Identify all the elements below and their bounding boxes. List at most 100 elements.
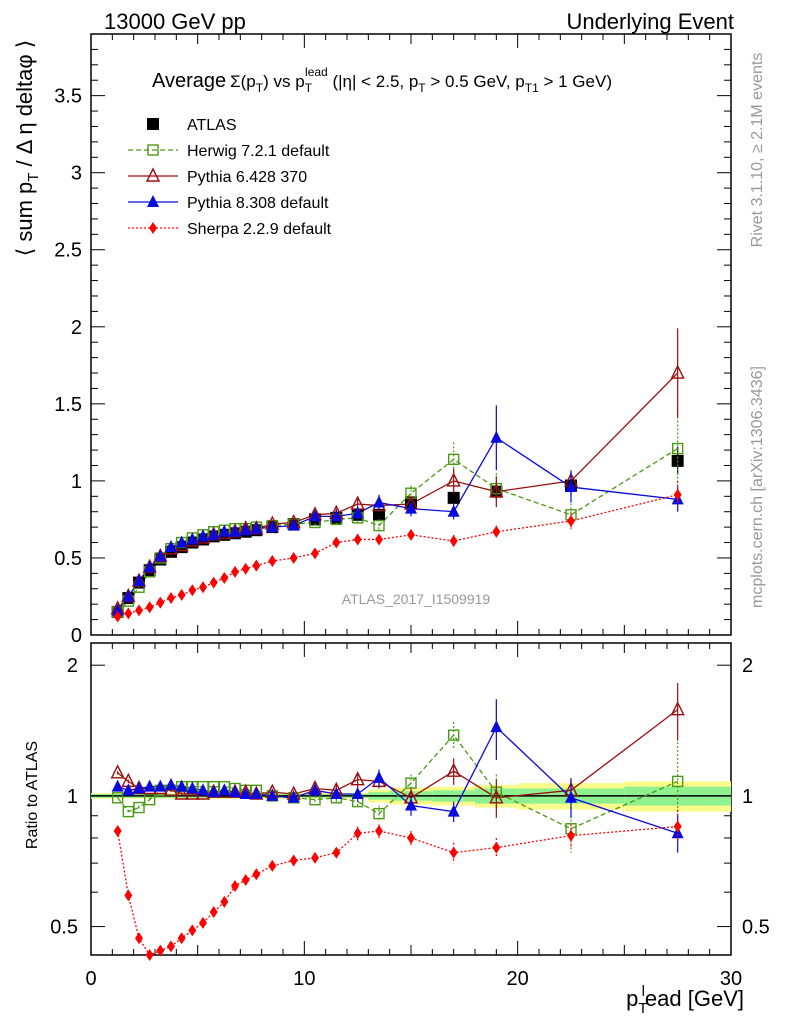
y-tick-label: 2.5 bbox=[54, 240, 82, 262]
x-axis-label: pTlead [GeV] bbox=[626, 983, 744, 1017]
data-point bbox=[149, 222, 157, 234]
legend: ATLAS Herwig 7.2.1 default Pythia 6.428 37… bbox=[128, 117, 332, 238]
data-point bbox=[330, 509, 343, 522]
data-point bbox=[133, 781, 145, 794]
y-tick-label: 1.5 bbox=[54, 394, 82, 416]
title-vs-sub: T bbox=[305, 81, 313, 95]
data-point bbox=[446, 762, 461, 777]
data-point bbox=[373, 508, 385, 521]
data-point bbox=[220, 895, 229, 908]
data-point bbox=[565, 480, 577, 493]
data-point bbox=[165, 777, 177, 790]
data-point bbox=[671, 775, 684, 788]
title-vs: vs p bbox=[269, 72, 305, 91]
analysis-id: ATLAS_2017_I1509919 bbox=[342, 591, 491, 607]
data-point bbox=[309, 783, 321, 796]
data-point bbox=[156, 596, 165, 609]
series-line bbox=[117, 726, 678, 834]
data-point bbox=[447, 453, 460, 466]
series-pythia-6-428-370 bbox=[110, 328, 685, 615]
data-point bbox=[311, 851, 319, 864]
data-point bbox=[154, 549, 167, 562]
data-point bbox=[449, 534, 458, 547]
y-tick-label: 3 bbox=[71, 163, 82, 185]
data-point bbox=[490, 720, 503, 733]
legend-label: Pythia 8.308 default bbox=[187, 195, 329, 212]
x-tick-label: 0 bbox=[85, 968, 96, 990]
data-point bbox=[241, 874, 250, 887]
data-point bbox=[289, 551, 298, 564]
xlabel-a-sup: l bbox=[642, 983, 645, 1000]
data-point bbox=[449, 846, 458, 859]
data-point bbox=[268, 555, 277, 568]
data-point bbox=[110, 764, 125, 779]
data-point bbox=[154, 779, 167, 792]
data-point bbox=[309, 509, 321, 522]
y-tick-label: 0 bbox=[71, 625, 82, 647]
data-point bbox=[266, 788, 279, 801]
title-sigma-close: ) bbox=[263, 72, 269, 91]
data-point bbox=[177, 932, 186, 945]
y-tick-label-right: 0.5 bbox=[742, 917, 770, 939]
data-point bbox=[199, 916, 207, 929]
main-title: Average Σ(pT) vs pTlead (|η| < 2.5, pT > … bbox=[152, 65, 612, 95]
y-tick-label: 0.5 bbox=[54, 548, 82, 570]
series-line bbox=[117, 372, 679, 610]
data-point bbox=[133, 574, 145, 587]
data-point bbox=[186, 781, 199, 794]
data-point bbox=[124, 607, 133, 620]
data-point bbox=[287, 790, 300, 803]
mcplots-label: mcplots.cern.ch [arXiv:1306.3436] bbox=[749, 366, 766, 608]
xlabel-b: ead [GeV] bbox=[645, 986, 744, 1011]
data-point bbox=[446, 472, 461, 487]
legend-label: Herwig 7.2.1 default bbox=[187, 143, 330, 160]
data-point bbox=[135, 604, 143, 617]
data-point bbox=[239, 787, 252, 800]
y-tick-label: 1 bbox=[71, 471, 82, 493]
data-point bbox=[188, 924, 197, 937]
data-point bbox=[147, 118, 159, 130]
data-point bbox=[670, 701, 685, 716]
data-point bbox=[220, 571, 229, 584]
ratio-y-axis-label: Ratio to ATLAS bbox=[24, 741, 41, 849]
data-point bbox=[231, 880, 239, 893]
title-cuts1-sub: T bbox=[418, 81, 426, 95]
data-point bbox=[405, 777, 417, 789]
data-point bbox=[122, 783, 135, 796]
data-point bbox=[207, 785, 220, 798]
y-tick-label-left: 2 bbox=[67, 655, 78, 677]
legend-entry: Sherpa 2.2.9 default bbox=[128, 221, 332, 238]
data-point bbox=[405, 501, 417, 514]
data-point bbox=[375, 533, 383, 546]
legend-entry: Pythia 6.428 370 bbox=[128, 167, 307, 186]
data-point bbox=[229, 524, 241, 537]
data-point bbox=[332, 536, 341, 549]
ylabel-a-sub: T bbox=[25, 173, 42, 182]
data-point bbox=[373, 519, 385, 532]
data-point bbox=[330, 787, 343, 800]
data-point bbox=[218, 783, 231, 796]
data-point bbox=[147, 195, 159, 207]
data-point bbox=[111, 779, 124, 792]
y-tick-label-right: 1 bbox=[742, 786, 753, 808]
series-pythia-8-308-default bbox=[111, 405, 684, 616]
ylabel-a: ⟨ sum p bbox=[12, 182, 37, 257]
x-tick-label: 30 bbox=[720, 968, 742, 990]
data-point bbox=[241, 562, 250, 575]
data-point bbox=[673, 488, 682, 501]
title-cuts2: > 0.5 GeV, p bbox=[426, 72, 525, 91]
xlabel-a-sub: T bbox=[638, 1000, 647, 1017]
data-point bbox=[492, 841, 501, 854]
data-point bbox=[231, 565, 239, 578]
data-point bbox=[373, 770, 385, 783]
data-point bbox=[489, 483, 504, 498]
data-point bbox=[145, 949, 154, 961]
data-point bbox=[175, 535, 188, 548]
data-point bbox=[489, 789, 504, 804]
ylabel-b: / Δ η deltaφ ⟩ bbox=[12, 40, 37, 173]
series-line bbox=[117, 825, 678, 956]
data-point bbox=[209, 576, 218, 589]
data-point bbox=[177, 588, 186, 601]
data-point bbox=[209, 906, 218, 919]
